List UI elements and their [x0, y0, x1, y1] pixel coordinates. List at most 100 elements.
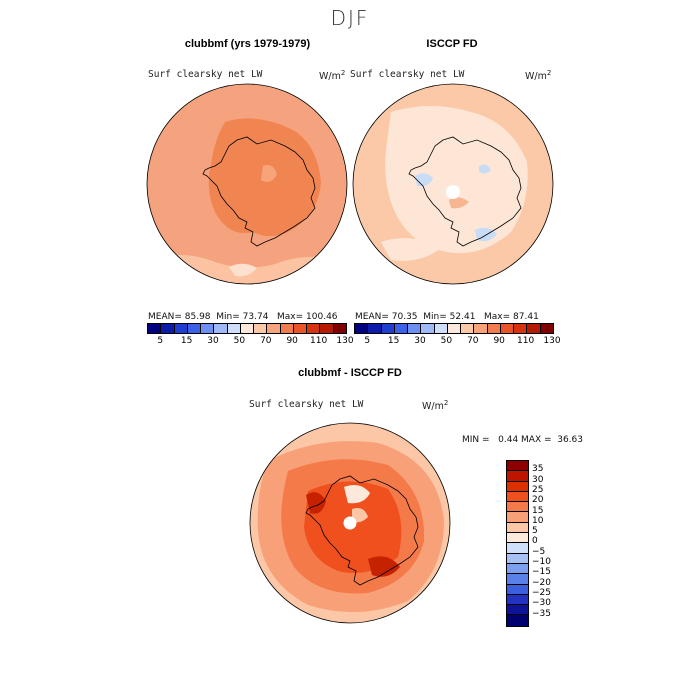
colorbar-swatch — [474, 324, 488, 333]
colorbar-swatch — [507, 533, 528, 544]
right-map-blue-patch — [479, 164, 491, 174]
colorbar-tick-label: 130 — [543, 336, 561, 346]
right-panel-subtitle: Surf clearsky net LW — [350, 69, 465, 80]
colorbar-tick-label: 50 — [233, 336, 246, 346]
right-map-coastline — [408, 136, 522, 247]
left-panel-title: clubbmf (yrs 1979-1979) — [184, 38, 311, 50]
colorbar-swatch — [461, 324, 475, 333]
left-map — [146, 83, 348, 285]
colorbar-tick-label: 70 — [467, 336, 479, 346]
colorbar-swatch — [507, 615, 528, 626]
colorbar-swatch — [214, 324, 228, 333]
colorbar-swatch — [500, 324, 515, 333]
colorbar-tick-label: 90 — [286, 336, 298, 346]
colorbar-tick-label: 70 — [260, 336, 272, 346]
colorbar-tick-label: 20 — [532, 495, 544, 506]
diff-map-light-patch — [352, 508, 368, 523]
colorbar-tick-label: 25 — [532, 484, 544, 495]
colorbar-swatch — [507, 605, 528, 616]
left-colorbar-labels: 5 15 30 50 70 90 110 130 — [147, 336, 353, 348]
colorbar-swatch — [408, 324, 422, 333]
season-title: DJF — [330, 6, 370, 30]
colorbar-tick-label: −25 — [532, 587, 551, 598]
colorbar-swatch — [187, 324, 202, 333]
colorbar-swatch — [507, 512, 528, 523]
colorbar-swatch — [447, 324, 462, 333]
colorbar-tick-label: 15 — [532, 505, 544, 516]
right-map-warm-patch — [449, 197, 469, 209]
diff-colorbar-labels: 35 30 25 20 15 10 5 0 −5 −10 −15 −20 −25 −30 −35 — [532, 460, 572, 620]
colorbar-swatch — [507, 461, 528, 472]
colorbar-tick-label: 5 — [532, 526, 538, 537]
right-panel-title: ISCCP FD — [426, 38, 478, 50]
diff-panel-stats: MIN = 0.44 MAX = 36.63 — [462, 435, 584, 445]
colorbar-swatch — [280, 324, 294, 333]
diff-map — [249, 422, 451, 624]
colorbar-tick-label: 110 — [517, 336, 535, 346]
colorbar-tick-label: 30 — [532, 474, 544, 485]
colorbar-tick-label: 50 — [440, 336, 453, 346]
colorbar-tick-label: 15 — [180, 336, 193, 346]
colorbar-swatch — [507, 574, 528, 585]
colorbar-tick-label: 30 — [414, 336, 426, 346]
colorbar-swatch — [507, 553, 528, 564]
colorbar-swatch — [161, 324, 175, 333]
colorbar-tick-label: 110 — [310, 336, 328, 346]
left-map-coastline — [202, 136, 316, 247]
colorbar-swatch — [148, 324, 162, 333]
left-map-light-patch — [229, 263, 257, 277]
colorbar-swatch — [527, 324, 541, 333]
right-colorbar — [354, 323, 554, 334]
colorbar-tick-label: −35 — [532, 608, 551, 619]
colorbar-tick-label: 90 — [493, 336, 505, 346]
colorbar-swatch — [307, 324, 321, 333]
left-map-border — [146, 83, 348, 285]
colorbar-tick-label: 130 — [336, 336, 354, 346]
colorbar-swatch — [320, 324, 334, 333]
right-map — [352, 83, 554, 285]
colorbar-tick-label: 30 — [207, 336, 219, 346]
colorbar-swatch — [381, 324, 395, 333]
right-map-pole-hole — [446, 185, 460, 199]
diff-map-light-patch — [344, 485, 370, 504]
colorbar-swatch — [507, 471, 528, 482]
colorbar-swatch — [254, 324, 268, 333]
diff-map-pole-hole — [343, 516, 357, 530]
colorbar-swatch — [174, 324, 188, 333]
colorbar-tick-label: 35 — [532, 464, 544, 475]
right-map-border — [352, 83, 554, 285]
colorbar-swatch — [434, 324, 448, 333]
colorbar-swatch — [293, 324, 308, 333]
colorbar-swatch — [355, 324, 369, 333]
colorbar-tick-label: −5 — [532, 546, 546, 557]
colorbar-tick-label: 5 — [364, 336, 371, 346]
left-map-inner-patch — [261, 165, 277, 182]
colorbar-swatch — [227, 324, 241, 333]
colorbar-tick-label: −30 — [532, 598, 551, 609]
colorbar-tick-label: 15 — [387, 336, 400, 346]
colorbar-swatch — [507, 563, 528, 575]
right-panel-stats: MEAN= 70.35 Min= 52.41 Max= 87.41 — [355, 312, 539, 322]
colorbar-swatch — [507, 543, 528, 554]
left-panel-units: W/m2 — [319, 69, 346, 83]
colorbar-swatch — [201, 324, 215, 333]
diff-panel-units: W/m2 — [422, 399, 449, 413]
colorbar-tick-label: 10 — [532, 515, 544, 526]
colorbar-swatch — [394, 324, 409, 333]
colorbar-swatch — [540, 324, 553, 333]
colorbar-swatch — [507, 502, 528, 513]
diff-map-dark-patch — [368, 556, 400, 577]
right-colorbar-labels: 5 15 30 50 70 90 110 130 — [354, 336, 560, 348]
right-panel-units: W/m2 — [525, 69, 552, 83]
colorbar-swatch — [421, 324, 435, 333]
diff-map-dark-patch — [306, 492, 326, 514]
left-panel-stats: MEAN= 85.98 Min= 73.74 Max= 100.46 — [148, 312, 338, 322]
colorbar-swatch — [333, 324, 346, 333]
diff-map-coastline — [305, 475, 419, 586]
colorbar-swatch — [487, 324, 501, 333]
diff-panel-subtitle: Surf clearsky net LW — [249, 399, 364, 410]
left-panel-subtitle: Surf clearsky net LW — [148, 69, 263, 80]
colorbar-swatch — [507, 522, 528, 534]
colorbar-swatch — [507, 584, 528, 595]
colorbar-tick-label: −15 — [532, 567, 551, 578]
